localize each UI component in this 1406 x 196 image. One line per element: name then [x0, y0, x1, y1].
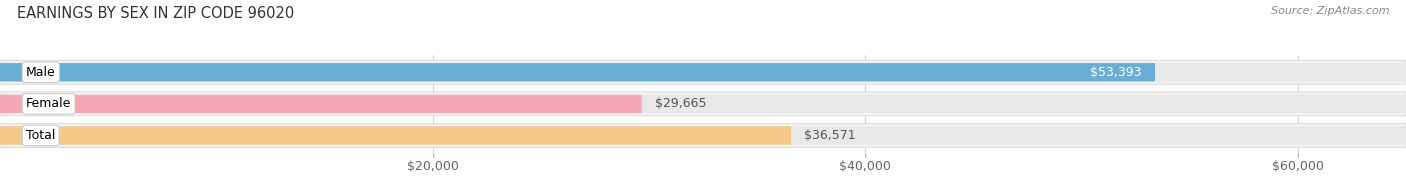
FancyBboxPatch shape: [0, 92, 1406, 116]
FancyBboxPatch shape: [0, 126, 792, 145]
Text: $53,393: $53,393: [1091, 66, 1142, 79]
Text: Female: Female: [25, 97, 72, 110]
Text: Total: Total: [25, 129, 55, 142]
FancyBboxPatch shape: [0, 126, 1406, 145]
Text: $36,571: $36,571: [804, 129, 856, 142]
FancyBboxPatch shape: [0, 60, 1406, 84]
Text: Male: Male: [25, 66, 56, 79]
FancyBboxPatch shape: [0, 63, 1154, 81]
FancyBboxPatch shape: [0, 63, 1406, 81]
FancyBboxPatch shape: [0, 95, 1406, 113]
FancyBboxPatch shape: [0, 95, 641, 113]
Text: EARNINGS BY SEX IN ZIP CODE 96020: EARNINGS BY SEX IN ZIP CODE 96020: [17, 6, 294, 21]
Text: $29,665: $29,665: [655, 97, 706, 110]
FancyBboxPatch shape: [0, 123, 1406, 148]
Text: Source: ZipAtlas.com: Source: ZipAtlas.com: [1271, 6, 1389, 16]
